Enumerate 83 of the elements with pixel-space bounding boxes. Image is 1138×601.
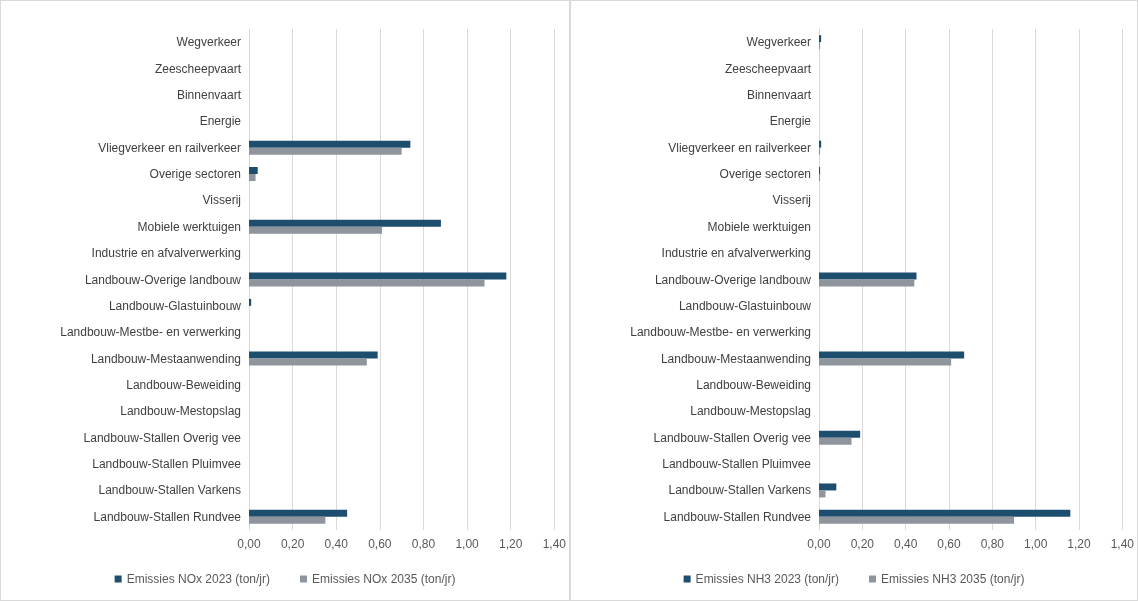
bar	[249, 358, 367, 366]
y-tick-label: Landbouw-Stallen Rundvee	[93, 509, 242, 524]
y-tick-label: Landbouw-Beweiding	[696, 377, 811, 392]
y-tick-label: Visserij	[772, 193, 811, 208]
y-tick-label: Vliegverkeer en railverkeer	[668, 140, 811, 155]
y-tick-label: Wegverkeer	[176, 35, 241, 50]
y-tick-label: Mobiele werktuigen	[707, 219, 811, 234]
bar	[249, 516, 326, 524]
bar	[819, 483, 837, 491]
y-tick-label: Landbouw-Beweiding	[126, 377, 241, 392]
y-tick-label: Landbouw-Glastuinbouw	[108, 298, 242, 313]
x-tick-label: 1,40	[542, 537, 567, 551]
y-tick-label: Landbouw-Glastuinbouw	[678, 298, 812, 313]
bar	[819, 516, 1014, 524]
y-tick-label: Wegverkeer	[746, 35, 811, 50]
x-tick-label: 1,40	[1110, 537, 1135, 551]
bar	[249, 140, 411, 148]
bar	[249, 219, 441, 227]
x-tick-label: 1,20	[1067, 537, 1091, 551]
bar	[249, 174, 256, 182]
y-tick-label: Landbouw-Overige landbouw	[654, 272, 812, 287]
bar	[249, 279, 485, 287]
bar	[249, 509, 348, 517]
x-tick-label: 0,80	[411, 537, 436, 551]
bar	[249, 167, 258, 175]
legend-label: Emissies NH3 2035 (ton/jr)	[881, 572, 1025, 586]
x-tick-label: 0,20	[850, 537, 875, 551]
legend-label: Emissies NH3 2023 (ton/jr)	[695, 572, 840, 586]
y-tick-label: Landbouw-Mestaanwending	[90, 351, 241, 366]
bar	[819, 140, 822, 148]
bar	[819, 509, 1071, 517]
bar	[249, 298, 252, 306]
bar	[819, 351, 965, 359]
y-tick-label: Vliegverkeer en railverkeer	[98, 140, 241, 155]
legend-label: Emissies NOx 2035 (ton/jr)	[312, 572, 456, 586]
bar	[819, 35, 822, 43]
y-tick-label: Binnenvaart	[746, 87, 812, 102]
y-tick-label: Landbouw-Stallen Rundvee	[663, 509, 812, 524]
y-tick-label: Landbouw-Stallen Varkens	[668, 483, 811, 498]
y-tick-label: Landbouw-Stallen Overig vee	[653, 430, 812, 445]
x-tick-label: 0,40	[324, 537, 349, 551]
x-tick-label: 1,20	[499, 537, 523, 551]
bar	[249, 147, 402, 155]
legend-label: Emissies NOx 2023 (ton/jr)	[126, 572, 270, 586]
bar	[819, 490, 826, 498]
y-tick-label: Zeescheepvaart	[154, 61, 242, 76]
bar	[249, 226, 383, 234]
y-tick-label: Landbouw-Mestbe- en verwerking	[630, 325, 811, 340]
y-tick-label: Landbouw-Mestbe- en verwerking	[60, 325, 241, 340]
y-tick-label: Industrie en afvalverwerking	[91, 246, 241, 261]
y-tick-label: Landbouw-Stallen Pluimvee	[662, 457, 812, 472]
bar	[819, 430, 861, 438]
y-tick-label: Overige sectoren	[719, 167, 811, 182]
bar	[819, 358, 952, 366]
bar	[819, 279, 915, 287]
x-tick-label: 0,40	[893, 537, 918, 551]
y-tick-label: Landbouw-Mestaanwending	[660, 351, 811, 366]
x-tick-label: 0,20	[280, 537, 305, 551]
y-tick-label: Landbouw-Stallen Pluimvee	[92, 457, 242, 472]
y-tick-label: Energie	[199, 114, 242, 129]
x-tick-label: 0,60	[937, 537, 961, 551]
x-tick-label: 0,00	[807, 537, 831, 551]
y-tick-label: Landbouw-Stallen Varkens	[98, 483, 241, 498]
y-tick-label: Industrie en afvalverwerking	[661, 246, 811, 261]
x-tick-label: 0,00	[237, 537, 261, 551]
y-tick-label: Landbouw-Mestopslag	[690, 404, 811, 419]
x-tick-label: 1,00	[1023, 537, 1048, 551]
bar	[249, 272, 507, 280]
bar	[249, 351, 378, 359]
x-tick-label: 0,60	[368, 537, 392, 551]
bar	[819, 437, 852, 445]
y-tick-label: Overige sectoren	[149, 167, 241, 182]
y-tick-label: Visserij	[202, 193, 241, 208]
bar	[819, 272, 917, 280]
y-tick-label: Energie	[769, 114, 812, 129]
y-tick-label: Landbouw-Overige landbouw	[84, 272, 242, 287]
y-tick-label: Landbouw-Stallen Overig vee	[83, 430, 242, 445]
x-tick-label: 1,00	[455, 537, 480, 551]
y-tick-label: Landbouw-Mestopslag	[120, 404, 241, 419]
y-tick-label: Mobiele werktuigen	[137, 219, 241, 234]
y-tick-label: Binnenvaart	[176, 87, 242, 102]
y-tick-label: Zeescheepvaart	[724, 61, 812, 76]
x-tick-label: 0,80	[980, 537, 1005, 551]
